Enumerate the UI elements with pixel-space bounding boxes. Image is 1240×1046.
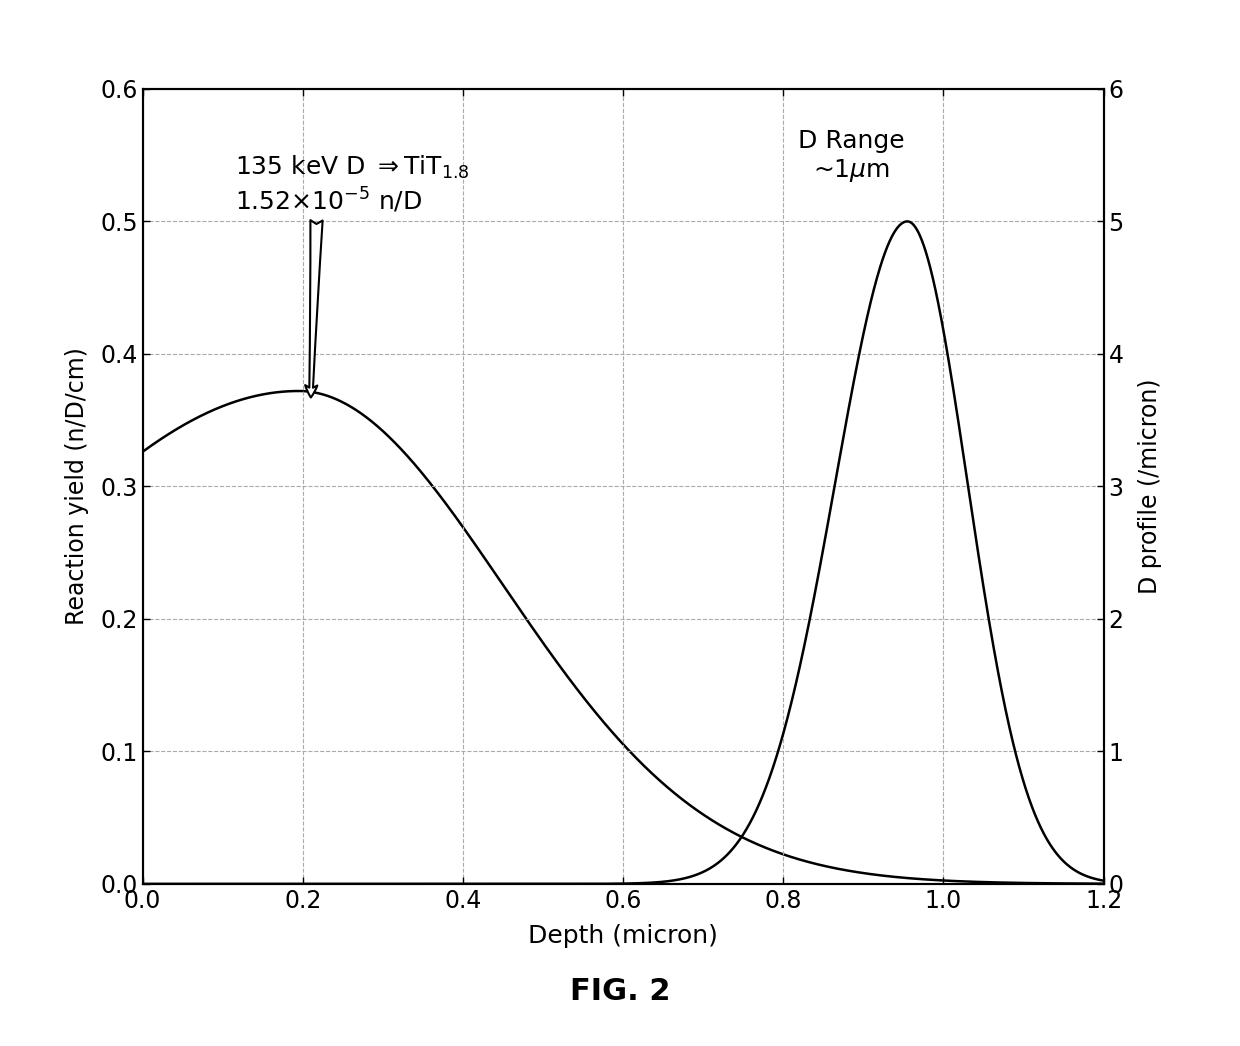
Text: FIG. 2: FIG. 2 xyxy=(569,977,671,1006)
X-axis label: Depth (micron): Depth (micron) xyxy=(528,924,718,948)
Y-axis label: Reaction yield (n/D/cm): Reaction yield (n/D/cm) xyxy=(64,347,89,626)
Text: D Range
~1$\mu$m: D Range ~1$\mu$m xyxy=(799,129,905,184)
Text: 135 keV D $\Rightarrow$TiT$_{1.8}$
1.52$\times$10$^{-5}$ n/D: 135 keV D $\Rightarrow$TiT$_{1.8}$ 1.52$… xyxy=(234,154,469,397)
Y-axis label: D profile (/micron): D profile (/micron) xyxy=(1137,379,1162,594)
